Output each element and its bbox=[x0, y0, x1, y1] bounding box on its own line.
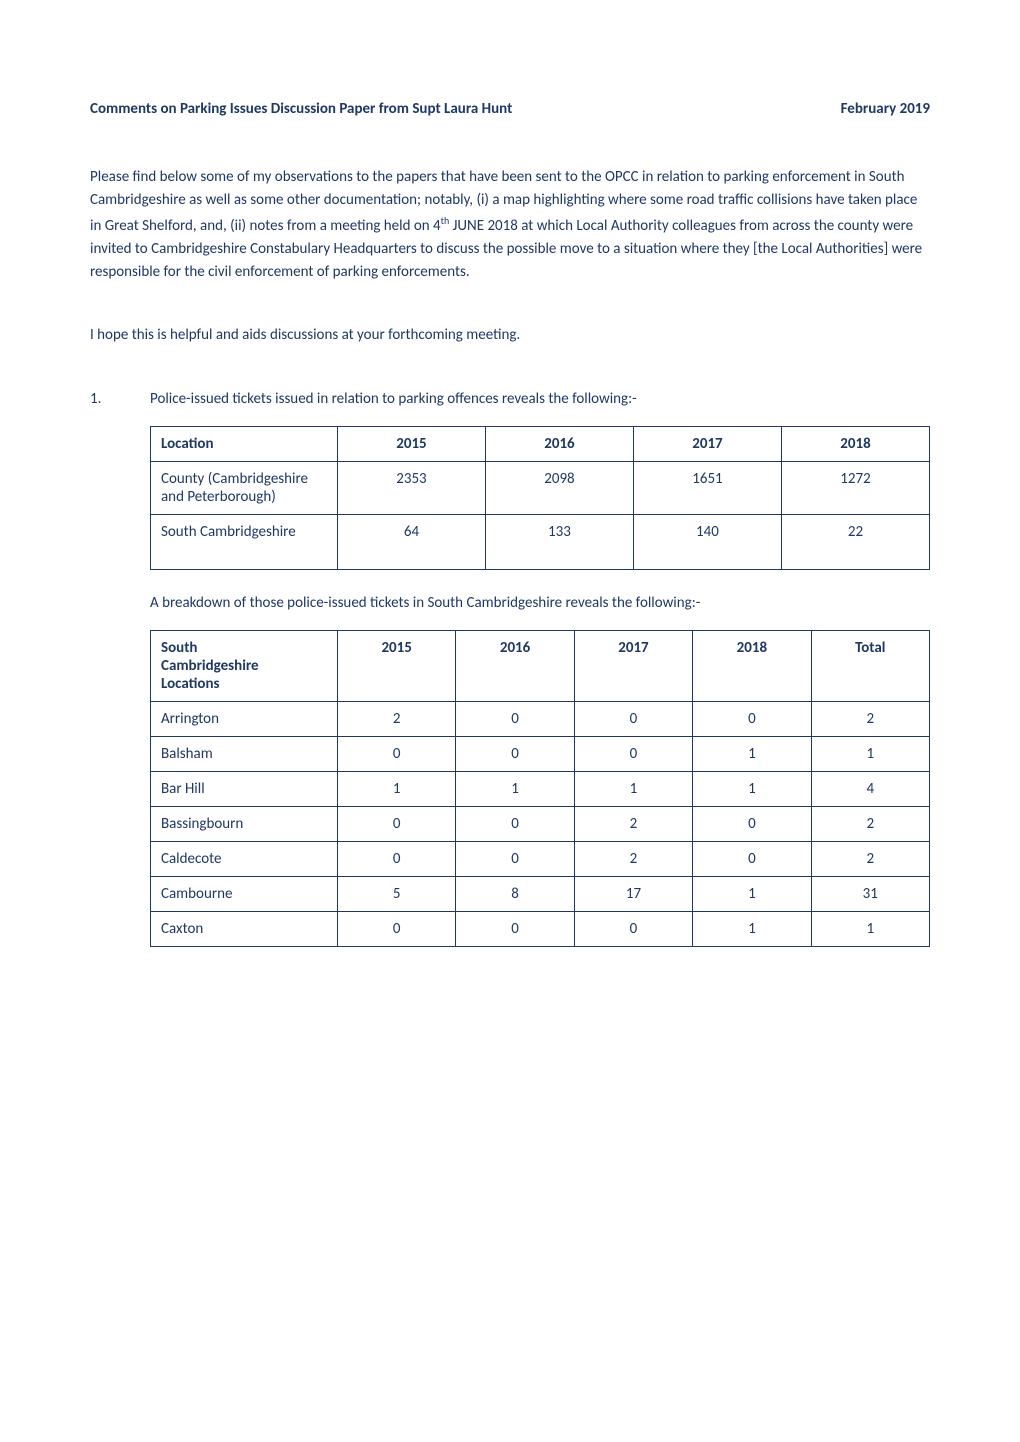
title-row: Comments on Parking Issues Discussion Pa… bbox=[90, 100, 930, 118]
cell: 1 bbox=[693, 736, 811, 771]
cell: 0 bbox=[456, 806, 574, 841]
cell: 1 bbox=[811, 911, 929, 946]
head-line3: Locations bbox=[161, 675, 220, 693]
row-label: South Cambridgeshire bbox=[151, 514, 338, 569]
table-header-row: South Cambridgeshire Locations 2015 2016… bbox=[151, 630, 930, 701]
cell: 64 bbox=[337, 514, 485, 569]
cell: 1272 bbox=[781, 461, 929, 514]
cell: 0 bbox=[456, 736, 574, 771]
table-row: County (Cambridgeshire and Peterborough)… bbox=[151, 461, 930, 514]
intro-sup: th bbox=[441, 214, 450, 227]
row-label: Bassingbourn bbox=[151, 806, 338, 841]
cell: 2 bbox=[574, 806, 692, 841]
table-row: Bassingbourn00202 bbox=[151, 806, 930, 841]
cell: 0 bbox=[693, 701, 811, 736]
col-locations: South Cambridgeshire Locations bbox=[151, 630, 338, 701]
table-row: Arrington20002 bbox=[151, 701, 930, 736]
col-2017: 2017 bbox=[574, 630, 692, 701]
cell: 2098 bbox=[485, 461, 633, 514]
cell: 1 bbox=[693, 911, 811, 946]
table1-wrap: Location 2015 2016 2017 2018 County (Cam… bbox=[150, 426, 930, 947]
cell: 0 bbox=[574, 701, 692, 736]
table-county: Location 2015 2016 2017 2018 County (Cam… bbox=[150, 426, 930, 570]
cell: 1 bbox=[693, 771, 811, 806]
head-line2: Cambridgeshire bbox=[161, 657, 259, 675]
cell: 2 bbox=[337, 701, 455, 736]
col-total: Total bbox=[811, 630, 929, 701]
head-line1: South bbox=[161, 639, 197, 657]
table-header-row: Location 2015 2016 2017 2018 bbox=[151, 426, 930, 461]
cell: 0 bbox=[574, 736, 692, 771]
cell: 8 bbox=[456, 876, 574, 911]
cell: 0 bbox=[693, 806, 811, 841]
cell: 2 bbox=[811, 701, 929, 736]
col-2015: 2015 bbox=[337, 630, 455, 701]
cell: 0 bbox=[337, 841, 455, 876]
col-2015: 2015 bbox=[337, 426, 485, 461]
cell: 22 bbox=[781, 514, 929, 569]
item-text: Police-issued tickets issued in relation… bbox=[150, 390, 637, 408]
cell: 2 bbox=[811, 841, 929, 876]
cell: 0 bbox=[574, 911, 692, 946]
hope-paragraph: I hope this is helpful and aids discussi… bbox=[90, 324, 930, 347]
col-2016: 2016 bbox=[456, 630, 574, 701]
cell: 17 bbox=[574, 876, 692, 911]
document-page: Comments on Parking Issues Discussion Pa… bbox=[0, 0, 1020, 1031]
col-2018: 2018 bbox=[781, 426, 929, 461]
document-title: Comments on Parking Issues Discussion Pa… bbox=[90, 100, 512, 118]
cell: 0 bbox=[337, 736, 455, 771]
cell: 133 bbox=[485, 514, 633, 569]
cell: 0 bbox=[337, 911, 455, 946]
table-row: South Cambridgeshire 64 133 140 22 bbox=[151, 514, 930, 569]
cell: 2 bbox=[574, 841, 692, 876]
row-label: Balsham bbox=[151, 736, 338, 771]
table-breakdown: South Cambridgeshire Locations 2015 2016… bbox=[150, 630, 930, 947]
cell: 1651 bbox=[633, 461, 781, 514]
col-location: Location bbox=[151, 426, 338, 461]
cell: 0 bbox=[456, 911, 574, 946]
cell: 0 bbox=[456, 701, 574, 736]
cell: 0 bbox=[337, 806, 455, 841]
cell: 2 bbox=[811, 806, 929, 841]
cell: 1 bbox=[693, 876, 811, 911]
table-row: Caxton00011 bbox=[151, 911, 930, 946]
breakdown-caption: A breakdown of those police-issued ticke… bbox=[150, 594, 930, 612]
table-row: Caldecote00202 bbox=[151, 841, 930, 876]
table-row: Cambourne5817131 bbox=[151, 876, 930, 911]
cell: 0 bbox=[456, 841, 574, 876]
cell: 1 bbox=[811, 736, 929, 771]
cell: 2353 bbox=[337, 461, 485, 514]
col-2016: 2016 bbox=[485, 426, 633, 461]
row-label: Caxton bbox=[151, 911, 338, 946]
cell: 5 bbox=[337, 876, 455, 911]
numbered-item-1: 1. Police-issued tickets issued in relat… bbox=[90, 390, 930, 408]
cell: 1 bbox=[574, 771, 692, 806]
row-label: Arrington bbox=[151, 701, 338, 736]
col-2018: 2018 bbox=[693, 630, 811, 701]
cell: 31 bbox=[811, 876, 929, 911]
table-row: Bar Hill11114 bbox=[151, 771, 930, 806]
col-2017: 2017 bbox=[633, 426, 781, 461]
cell: 140 bbox=[633, 514, 781, 569]
cell: 1 bbox=[456, 771, 574, 806]
document-date: February 2019 bbox=[841, 100, 930, 118]
intro-paragraph: Please find below some of my observation… bbox=[90, 166, 930, 284]
row-label: Bar Hill bbox=[151, 771, 338, 806]
cell: 1 bbox=[337, 771, 455, 806]
cell: 0 bbox=[693, 841, 811, 876]
row-label: Cambourne bbox=[151, 876, 338, 911]
table-row: Balsham00011 bbox=[151, 736, 930, 771]
row-label: County (Cambridgeshire and Peterborough) bbox=[151, 461, 338, 514]
cell: 4 bbox=[811, 771, 929, 806]
item-number: 1. bbox=[90, 390, 150, 408]
row-label: Caldecote bbox=[151, 841, 338, 876]
